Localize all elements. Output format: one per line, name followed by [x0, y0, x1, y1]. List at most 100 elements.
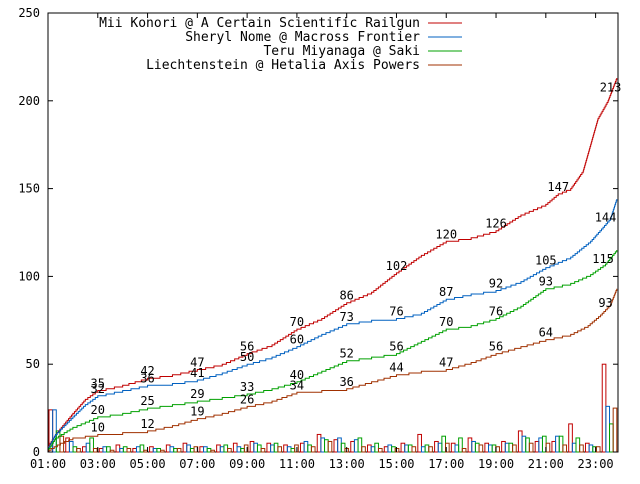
- data-label: 33: [240, 380, 254, 394]
- data-label: 64: [539, 326, 553, 340]
- y-tick-label: 50: [26, 357, 40, 371]
- data-label: 73: [339, 310, 353, 324]
- x-tick-label: 09:00: [229, 457, 265, 471]
- data-label: 36: [140, 371, 154, 385]
- bar: [458, 437, 463, 453]
- y-tick-label: 250: [18, 6, 40, 20]
- x-tick-label: 01:00: [30, 457, 66, 471]
- data-label: 93: [539, 275, 553, 289]
- x-tick-label: 13:00: [329, 457, 365, 471]
- data-label: 102: [386, 259, 408, 273]
- bar: [579, 444, 584, 453]
- bar: [227, 447, 232, 453]
- bar: [374, 442, 379, 453]
- data-label: 144: [595, 210, 617, 224]
- data-label: 92: [489, 276, 503, 290]
- bar: [394, 447, 400, 453]
- bar: [361, 446, 366, 453]
- series-line: [48, 77, 618, 448]
- bar: [562, 444, 568, 453]
- x-tick-label: 23:00: [578, 457, 614, 471]
- data-label: 41: [190, 366, 204, 380]
- data-label: 40: [290, 368, 304, 382]
- data-label: 70: [290, 315, 304, 329]
- bar: [139, 444, 145, 453]
- data-label: 60: [290, 333, 304, 347]
- y-tick-label: 0: [33, 445, 40, 459]
- bar: [417, 433, 422, 453]
- data-label: 36: [339, 375, 353, 389]
- data-label: 52: [339, 347, 353, 361]
- data-label: 44: [389, 361, 403, 375]
- bar: [260, 447, 266, 453]
- data-label: 120: [435, 227, 457, 241]
- bar: [176, 447, 182, 453]
- data-label: 12: [140, 417, 154, 431]
- bar: [428, 446, 433, 453]
- bar: [595, 446, 601, 453]
- series-line: [48, 288, 618, 451]
- legend-label: Sheryl Nome @ Macross Frontier: [185, 30, 420, 45]
- data-label: 29: [190, 387, 204, 401]
- data-label: 47: [190, 355, 204, 369]
- data-label: 47: [439, 355, 453, 369]
- legend-label: Mii Konori @ A Certain Scientific Railgu…: [99, 16, 420, 31]
- bar: [310, 446, 316, 453]
- data-label: 56: [489, 340, 503, 354]
- bar: [126, 447, 132, 453]
- data-label: 25: [140, 394, 154, 408]
- y-tick-label: 100: [18, 269, 40, 283]
- bar: [461, 447, 467, 453]
- data-label: 32: [91, 382, 105, 396]
- data-label: 126: [485, 217, 507, 231]
- bar: [357, 437, 363, 453]
- data-label: 42: [140, 364, 154, 378]
- data-label: 35: [91, 377, 105, 391]
- legend: Mii Konori @ A Certain Scientific Railgu…: [99, 16, 462, 73]
- data-label: 93: [598, 296, 612, 310]
- bar: [558, 435, 564, 453]
- bar: [92, 447, 98, 453]
- bar: [568, 423, 573, 453]
- data-label: 115: [592, 252, 614, 266]
- bar: [106, 446, 111, 453]
- bar: [512, 444, 517, 453]
- data-label: 34: [290, 378, 304, 392]
- plot-area: [47, 12, 619, 453]
- bar: [89, 437, 94, 453]
- bar: [478, 444, 484, 453]
- bar: [411, 446, 417, 453]
- y-axis: 0 50 100 150 200 250: [18, 6, 618, 459]
- data-label: 56: [389, 340, 403, 354]
- x-tick-label: 05:00: [130, 457, 166, 471]
- bar: [210, 449, 215, 453]
- bars-layer: [48, 363, 618, 453]
- data-label: 76: [389, 305, 403, 319]
- x-tick-label: 21:00: [528, 457, 564, 471]
- bar: [243, 444, 249, 453]
- data-label: 56: [240, 340, 254, 354]
- x-tick-label: 07:00: [179, 457, 215, 471]
- bar: [160, 449, 165, 453]
- bar: [340, 442, 346, 453]
- bar: [377, 447, 383, 453]
- y-tick-label: 200: [18, 94, 40, 108]
- bar: [327, 440, 333, 453]
- x-tick-label: 03:00: [80, 457, 116, 471]
- legend-label: Teru Miyanaga @ Saki: [263, 44, 420, 59]
- x-tick-label: 19:00: [478, 457, 514, 471]
- data-label: 86: [339, 289, 353, 303]
- legend-label: Liechtenstein @ Hetalia Axis Powers: [146, 58, 420, 73]
- x-axis: 01:00 03:00 05:00 07:00 09:00 11:00 13:00 15:00…: [30, 13, 614, 471]
- data-label: 105: [535, 254, 557, 268]
- data-label: 70: [439, 315, 453, 329]
- data-label: 19: [190, 405, 204, 419]
- data-label: 26: [240, 392, 254, 406]
- bar: [109, 449, 115, 453]
- data-label: 50: [240, 350, 254, 364]
- bar: [76, 447, 81, 453]
- x-tick-label: 15:00: [378, 457, 414, 471]
- data-label: 10: [91, 420, 105, 434]
- bar: [528, 442, 534, 453]
